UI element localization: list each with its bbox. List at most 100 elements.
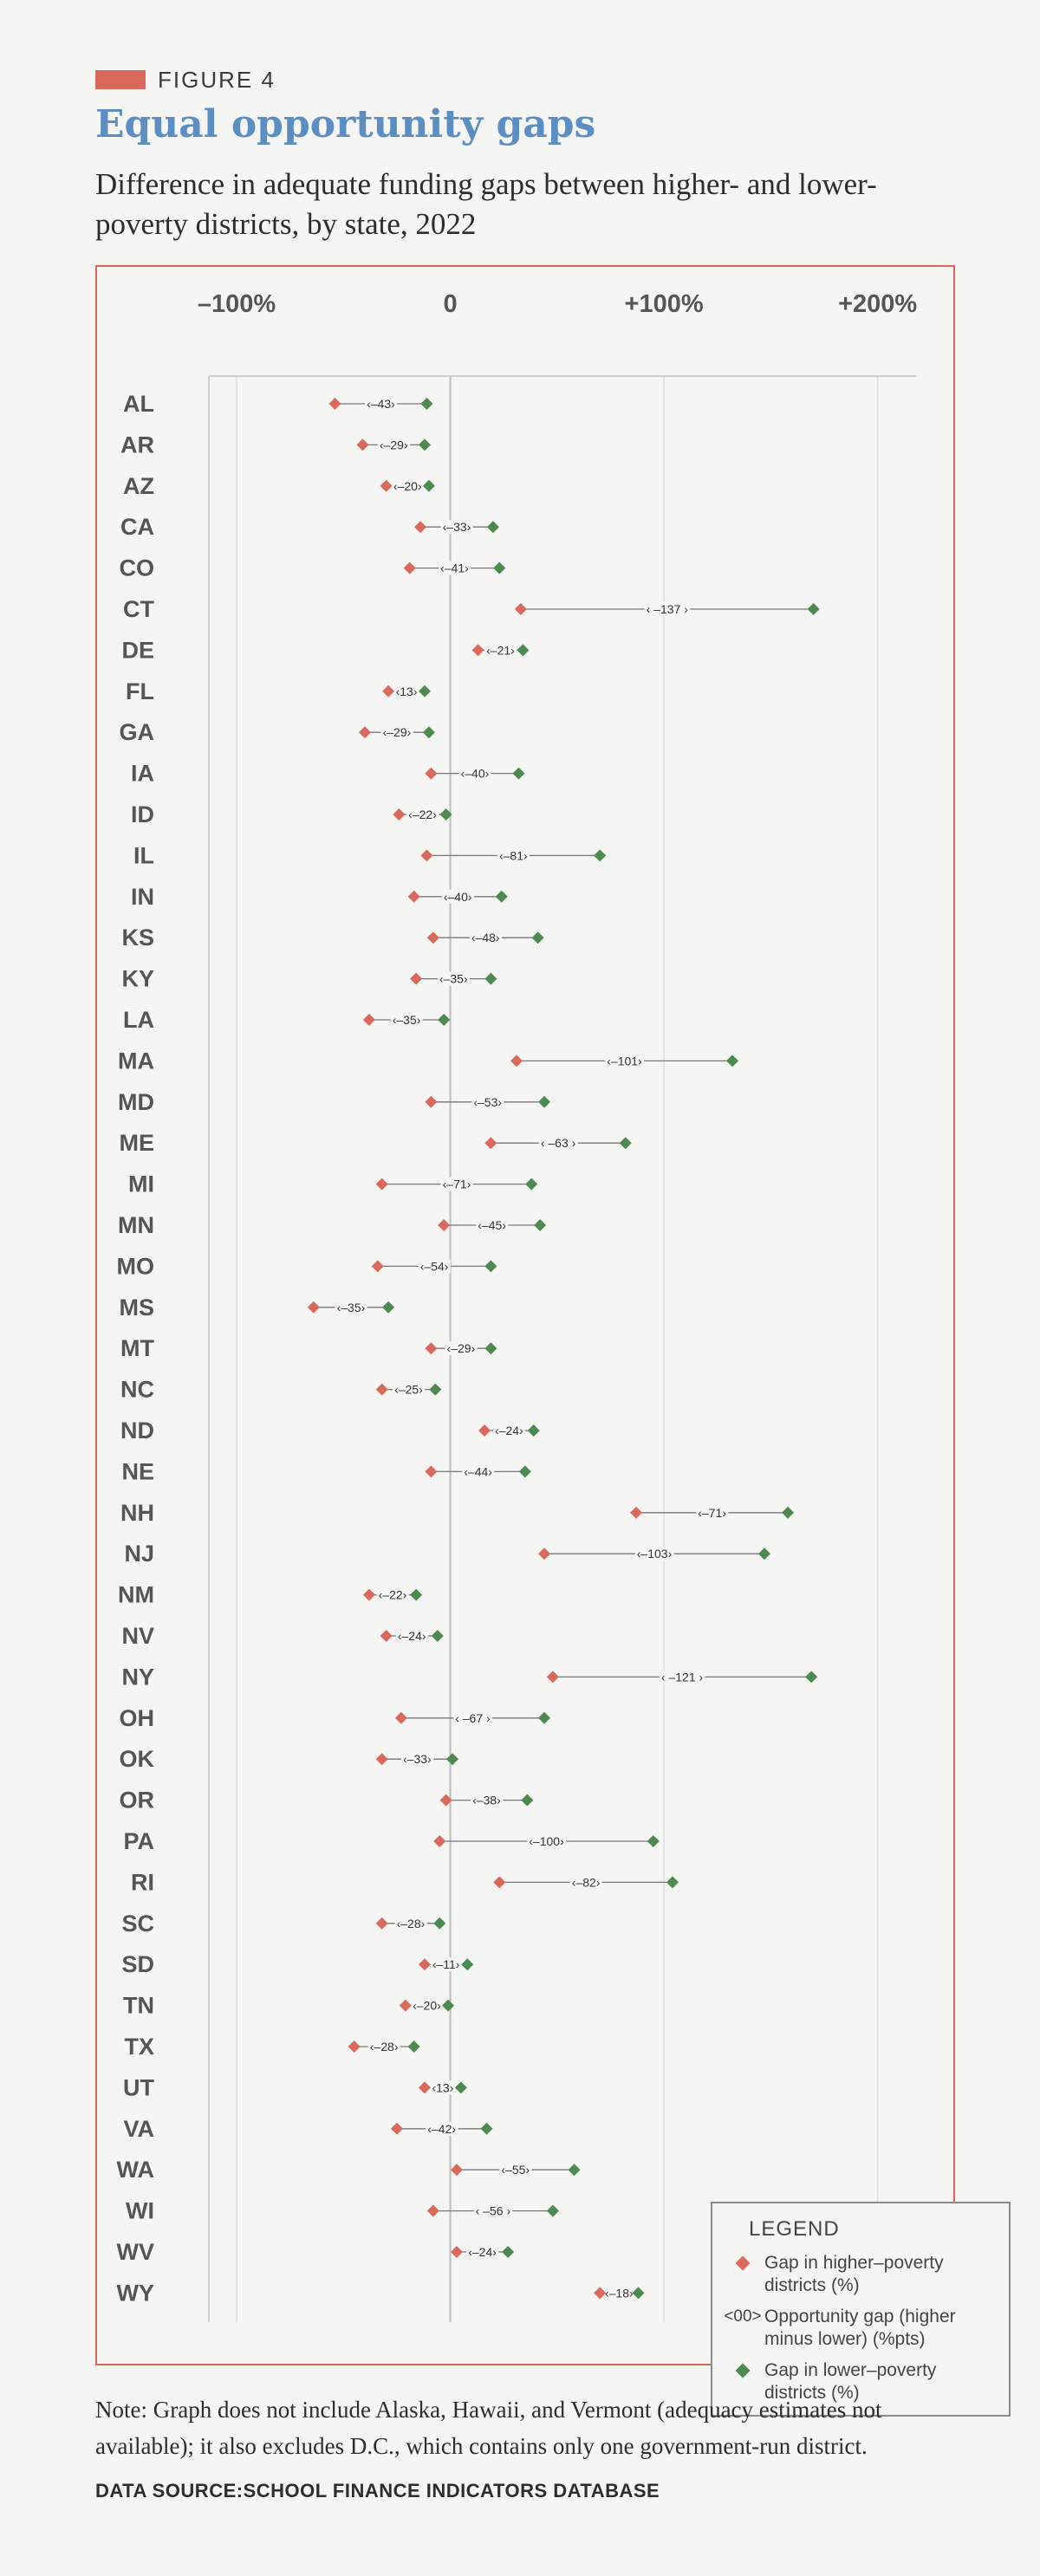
gap-label-background bbox=[602, 2286, 636, 2300]
gap-label-background bbox=[365, 397, 398, 411]
gap-label: ‹–100› bbox=[529, 1834, 564, 1848]
gap-label: ‹–29› bbox=[380, 438, 408, 451]
state-label: MT bbox=[120, 1335, 154, 1361]
state-label: MD bbox=[118, 1089, 154, 1115]
higher-poverty-point bbox=[375, 1178, 388, 1191]
state-label: TX bbox=[124, 2034, 154, 2060]
lower-poverty-point bbox=[495, 890, 508, 903]
legend-label-lower: Gap in lower–poverty districts (%) bbox=[764, 2360, 937, 2403]
gap-label-background bbox=[493, 1424, 526, 1437]
lower-poverty-point bbox=[422, 726, 435, 739]
lower-poverty-point bbox=[484, 1260, 497, 1273]
state-label: IA bbox=[131, 761, 154, 787]
gap-label: ‹–101› bbox=[607, 1054, 642, 1067]
gap-label: ‹–71› bbox=[443, 1178, 471, 1191]
state-label: DE bbox=[121, 637, 154, 663]
gap-label: ‹–35› bbox=[393, 1013, 421, 1027]
lower-poverty-point bbox=[568, 2164, 581, 2177]
x-tick-label: –100% bbox=[198, 290, 276, 318]
higher-poverty-point bbox=[380, 479, 393, 492]
gap-label: ‹ –56 › bbox=[476, 2204, 511, 2218]
higher-poverty-point bbox=[420, 849, 433, 862]
gap-label: ‹–25› bbox=[394, 1383, 423, 1397]
higher-poverty-point bbox=[426, 931, 439, 944]
x-tick-label: +100% bbox=[625, 290, 704, 318]
gap-label-background bbox=[401, 1752, 434, 1767]
gap-label-background bbox=[335, 1300, 367, 1314]
higher-poverty-point bbox=[478, 1424, 491, 1437]
lower-poverty-point bbox=[382, 1301, 395, 1314]
lower-poverty-point bbox=[454, 2081, 467, 2094]
gap-label-background bbox=[458, 766, 491, 781]
higher-poverty-point bbox=[594, 2287, 607, 2300]
higher-poverty-point bbox=[328, 398, 341, 410]
lower-poverty-point bbox=[418, 685, 431, 698]
higher-poverty-point bbox=[407, 890, 420, 903]
lower-poverty-point bbox=[438, 1014, 451, 1026]
gap-label-background bbox=[390, 1013, 423, 1027]
state-label: NJ bbox=[124, 1541, 154, 1567]
gap-label-background bbox=[391, 478, 424, 493]
gap-label: ‹ –67 › bbox=[455, 1711, 491, 1725]
gap-symbol: <00> bbox=[724, 2307, 762, 2326]
higher-poverty-point bbox=[390, 2122, 403, 2135]
gap-label-background bbox=[484, 643, 517, 658]
higher-poverty-point bbox=[425, 1342, 438, 1355]
state-label: CT bbox=[123, 596, 154, 622]
lower-poverty-point bbox=[422, 479, 435, 492]
legend: LEGEND Gap in higher–poverty districts (… bbox=[711, 2202, 1011, 2417]
state-label: KY bbox=[121, 966, 154, 992]
higher-poverty-point bbox=[375, 1917, 388, 1930]
lower-poverty-point bbox=[531, 931, 544, 944]
state-label: SC bbox=[121, 1911, 154, 1937]
state-label: AR bbox=[120, 431, 154, 457]
gap-label-background bbox=[393, 684, 419, 698]
gap-label-background bbox=[426, 2121, 458, 2136]
gap-label: ‹–22› bbox=[379, 1588, 407, 1602]
state-label: LA bbox=[123, 1007, 154, 1033]
gap-label: ‹–24› bbox=[398, 1629, 426, 1643]
state-label: UT bbox=[123, 2074, 154, 2100]
dumbbell-chart: –100% 0 +100% +200% AL ‹–43› AR ‹–29› AZ ‹–20› CA ‹… bbox=[117, 290, 917, 2322]
state-label: WY bbox=[117, 2280, 155, 2306]
higher-poverty-point bbox=[403, 561, 416, 574]
chart-frame: –100% 0 +100% +200% AL ‹–43› AR ‹–29› AZ ‹–20› CA ‹… bbox=[95, 265, 1011, 2417]
gap-label: ‹–18› bbox=[605, 2286, 634, 2300]
gap-label: ‹–33› bbox=[403, 1752, 432, 1766]
gap-label: ‹–28› bbox=[397, 1917, 426, 1930]
lower-poverty-point bbox=[725, 1054, 738, 1067]
gap-label-background bbox=[469, 931, 502, 945]
gap-label-background bbox=[418, 1259, 451, 1274]
gap-label-background bbox=[411, 1998, 444, 2013]
state-label: NY bbox=[121, 1664, 154, 1690]
state-label: WI bbox=[126, 2198, 154, 2224]
state-label: SD bbox=[121, 1951, 154, 1977]
higher-poverty-point bbox=[399, 1999, 412, 2012]
higher-poverty-point bbox=[362, 1014, 375, 1026]
gap-label: ‹–81› bbox=[499, 848, 528, 862]
gap-label-background bbox=[538, 1136, 578, 1151]
gap-label-background bbox=[437, 971, 470, 986]
gap-label: ‹–24› bbox=[468, 2245, 497, 2259]
state-label: NH bbox=[120, 1500, 154, 1526]
higher-poverty-point bbox=[439, 1794, 452, 1807]
gap-label-background bbox=[471, 1793, 504, 1807]
gap-label: ‹–48› bbox=[471, 931, 500, 944]
state-label: WA bbox=[117, 2157, 155, 2183]
higher-poverty-point bbox=[433, 1835, 446, 1847]
lower-poverty-point bbox=[407, 2041, 420, 2053]
gap-label: ‹–71› bbox=[698, 1506, 726, 1520]
gap-label-background bbox=[441, 889, 474, 904]
legend-label-higher: Gap in higher–poverty districts (%) bbox=[764, 2253, 944, 2295]
figure-label: FIGURE 4 bbox=[95, 67, 276, 93]
state-label: NV bbox=[121, 1623, 154, 1649]
gap-label-background bbox=[376, 1587, 409, 1602]
higher-poverty-point bbox=[394, 1711, 407, 1724]
higher-poverty-point bbox=[307, 1301, 320, 1314]
gap-label: ‹ –137 › bbox=[647, 602, 689, 616]
gap-label-background bbox=[471, 1094, 504, 1109]
gap-label-background bbox=[430, 2080, 456, 2095]
state-label: NM bbox=[118, 1582, 154, 1608]
gap-label-background bbox=[527, 1834, 567, 1848]
state-label: TN bbox=[123, 1993, 154, 2019]
